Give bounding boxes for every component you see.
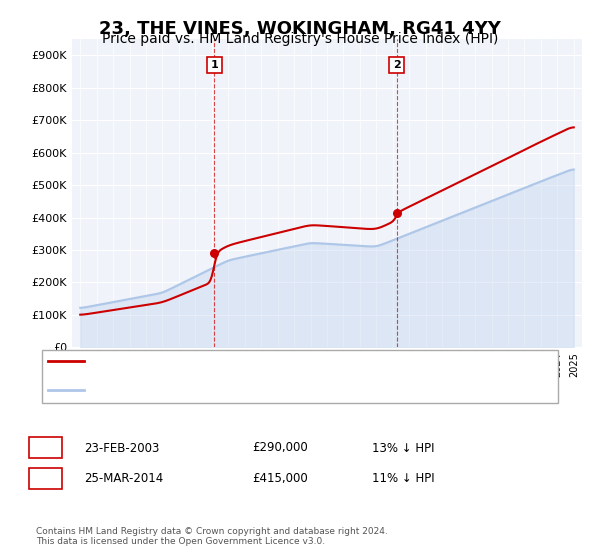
Text: £415,000: £415,000 (252, 472, 308, 486)
Point (392, 208, 401, 217)
Text: 13% ↓ HPI: 13% ↓ HPI (372, 441, 434, 455)
Text: Price paid vs. HM Land Registry's House Price Index (HPI): Price paid vs. HM Land Registry's House … (102, 32, 498, 46)
Text: 25-MAR-2014: 25-MAR-2014 (84, 472, 163, 486)
Text: 23-FEB-2003: 23-FEB-2003 (84, 441, 160, 455)
Text: 2: 2 (41, 472, 49, 486)
Text: 1: 1 (211, 60, 218, 70)
Text: HPI: Average price, detached house, Wokingham: HPI: Average price, detached house, Woki… (93, 385, 347, 395)
Text: £290,000: £290,000 (252, 441, 308, 455)
Text: 23, THE VINES, WOKINGHAM, RG41 4YY: 23, THE VINES, WOKINGHAM, RG41 4YY (99, 20, 501, 38)
Text: 23, THE VINES, WOKINGHAM, RG41 4YY (detached house): 23, THE VINES, WOKINGHAM, RG41 4YY (deta… (93, 356, 395, 366)
Text: 2: 2 (393, 60, 400, 70)
Text: Contains HM Land Registry data © Crown copyright and database right 2024.
This d: Contains HM Land Registry data © Crown c… (36, 526, 388, 546)
Point (209, 249, 219, 258)
Text: 1: 1 (41, 441, 49, 455)
Text: 11% ↓ HPI: 11% ↓ HPI (372, 472, 434, 486)
